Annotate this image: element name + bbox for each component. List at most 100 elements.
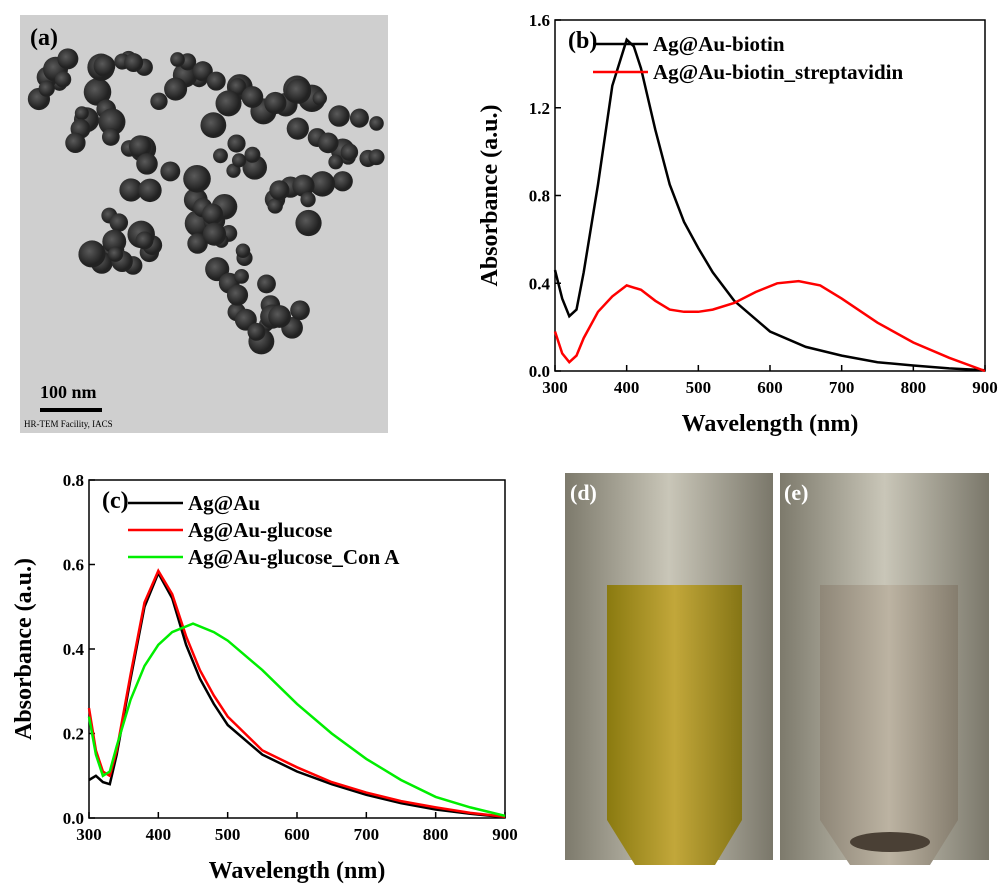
x-tick-label: 500 — [686, 378, 712, 397]
panel-label: (b) — [568, 28, 597, 54]
x-tick-label: 800 — [901, 378, 927, 397]
x-tick-label: 900 — [492, 825, 518, 844]
particle — [328, 155, 343, 170]
particle — [94, 55, 116, 77]
tem-image: (a) 100 nm HR-TEM Facility, IACS — [20, 15, 388, 433]
x-tick-label: 800 — [423, 825, 449, 844]
particle — [207, 72, 226, 91]
particle — [232, 153, 246, 167]
x-tick-label: 400 — [146, 825, 172, 844]
y-axis-label: Absorbance (a.u.) — [477, 104, 503, 286]
x-tick-label: 400 — [614, 378, 640, 397]
line-series — [555, 281, 985, 371]
particle — [286, 79, 311, 104]
x-tick-label: 500 — [215, 825, 241, 844]
particle — [110, 213, 128, 231]
legend-label: Ag@Au-biotin — [653, 32, 785, 56]
line-series — [89, 571, 505, 817]
particle — [39, 80, 55, 96]
particle — [341, 143, 358, 160]
line-series — [555, 40, 985, 371]
y-tick-label: 0.8 — [529, 187, 550, 206]
particle — [328, 105, 350, 127]
legend-label: Ag@Au-glucose — [188, 518, 332, 542]
particle — [183, 165, 211, 193]
particle — [369, 116, 384, 131]
particle — [333, 171, 353, 191]
y-tick-label: 0.2 — [63, 725, 84, 744]
particle — [160, 161, 180, 181]
particle — [227, 134, 245, 152]
y-tick-label: 0.0 — [529, 362, 550, 381]
particle — [102, 128, 120, 146]
particle — [241, 86, 263, 108]
y-tick-label: 1.2 — [529, 99, 550, 118]
particle — [216, 90, 242, 116]
panel-label: (c) — [102, 488, 129, 514]
x-tick-label: 600 — [757, 378, 783, 397]
particle — [75, 106, 89, 120]
y-tick-label: 0.0 — [63, 809, 84, 828]
particle — [234, 269, 249, 284]
x-tick-label: 900 — [972, 378, 998, 397]
particle — [257, 275, 276, 294]
particle — [369, 149, 385, 165]
particle — [244, 147, 260, 163]
particle — [124, 53, 143, 72]
y-axis-label: Absorbance (a.u.) — [11, 558, 37, 740]
particle — [236, 243, 250, 257]
x-tick-label: 700 — [354, 825, 380, 844]
particle — [55, 71, 71, 87]
particle — [170, 52, 185, 67]
credit: HR-TEM Facility, IACS — [24, 419, 113, 429]
particle — [136, 231, 154, 249]
particle — [264, 92, 286, 114]
particle — [269, 180, 289, 200]
particle — [57, 48, 78, 69]
figure: (a) 100 nm HR-TEM Facility, IACS (d) (e)… — [0, 0, 1003, 888]
y-tick-label: 1.6 — [529, 11, 550, 30]
particle — [267, 198, 282, 213]
particle — [295, 210, 321, 236]
particle — [213, 148, 228, 163]
scale-label: 100 nm — [40, 382, 97, 402]
line-series — [89, 624, 505, 816]
y-tick-label: 0.4 — [63, 640, 85, 659]
particle — [202, 204, 223, 225]
particle — [350, 109, 369, 128]
particle — [247, 323, 265, 341]
particle — [203, 223, 226, 246]
particle — [65, 133, 85, 153]
x-tick-label: 600 — [284, 825, 310, 844]
x-tick-label: 700 — [829, 378, 855, 397]
particle — [79, 240, 106, 267]
legend-label: Ag@Au-glucose_Con A — [188, 545, 400, 569]
particle — [150, 93, 167, 110]
particle — [108, 247, 123, 262]
y-tick-label: 0.6 — [63, 556, 84, 575]
particle — [318, 132, 339, 153]
x-axis-label: Wavelength (nm) — [682, 411, 859, 437]
y-tick-label: 0.4 — [529, 274, 551, 293]
panel-label: (d) — [570, 480, 597, 505]
legend-label: Ag@Au — [188, 491, 260, 515]
particle — [287, 118, 309, 140]
particle — [164, 78, 187, 101]
x-axis-label: Wavelength (nm) — [209, 858, 386, 884]
panel-label: (a) — [30, 25, 58, 51]
particle — [138, 179, 161, 202]
panel-label: (e) — [784, 480, 808, 505]
particle — [136, 153, 158, 175]
particle — [268, 305, 291, 328]
line-series — [89, 573, 505, 817]
particle — [300, 192, 315, 207]
photo-d: (d) — [565, 473, 773, 865]
scale-bar — [40, 408, 102, 412]
photo-e: (e) — [780, 473, 989, 865]
particle — [227, 285, 248, 306]
particle — [313, 91, 327, 105]
legend-label: Ag@Au-biotin_streptavidin — [653, 60, 904, 84]
particle — [290, 300, 310, 320]
particle — [200, 112, 226, 138]
y-tick-label: 0.8 — [63, 471, 84, 490]
